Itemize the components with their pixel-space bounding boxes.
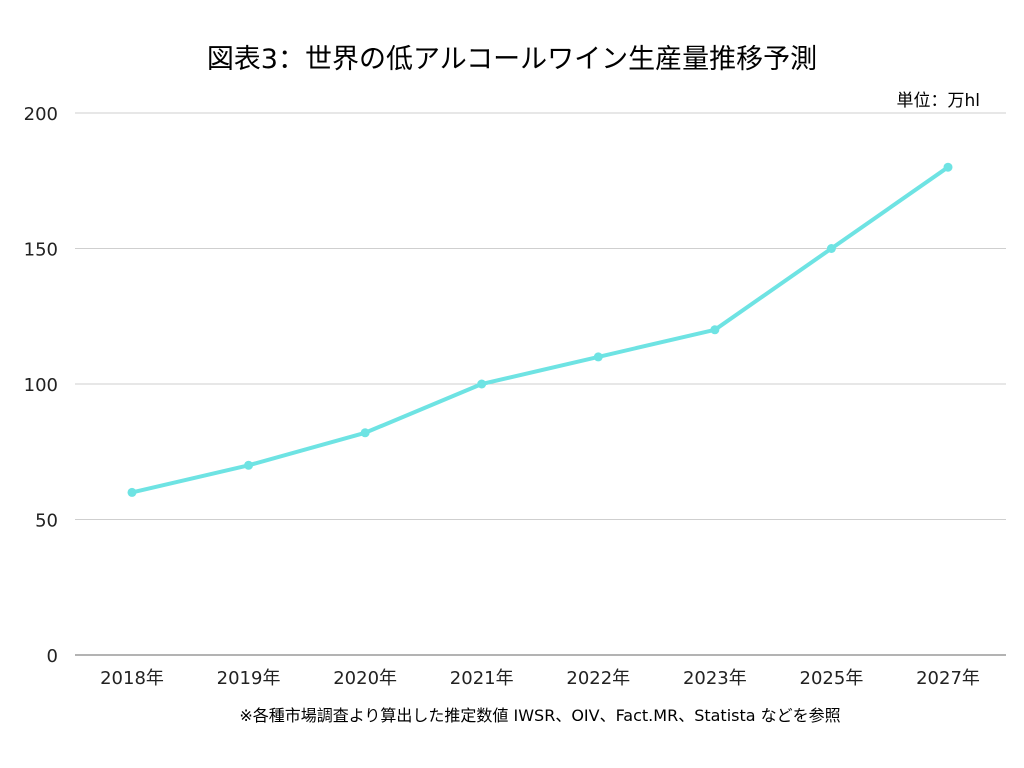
x-tick-label: 2021年 [450,668,514,689]
x-axis-ticks: 2018年 2019年 2020年 2021年 2022年 2023年 2025年 2027年 [100,668,980,689]
data-point [593,352,603,362]
x-tick-label: 2022年 [566,668,630,689]
x-tick-label: 2020年 [333,668,397,689]
data-point [826,244,836,253]
y-axis-ticks: 0 50 100 150 200 [24,104,58,667]
data-point [244,460,254,470]
data-point [127,487,137,497]
y-tick-label: 100 [24,375,58,396]
x-tick-label: 2018年 [100,668,164,689]
y-tick-label: 200 [24,104,58,125]
x-tick-label: 2025年 [800,668,864,689]
data-point [360,428,370,438]
grid-lines [75,112,1006,656]
series-line-group [127,162,953,497]
series-line [130,165,950,495]
data-point [477,379,487,389]
x-tick-label: 2023年 [683,668,747,689]
y-tick-label: 0 [47,646,58,667]
x-tick-label: 2027年 [916,668,980,689]
x-tick-label: 2019年 [217,668,281,689]
chart-title: 図表3：世界の低アルコールワイン生産量推移予測 [207,44,817,75]
y-tick-label: 150 [24,240,58,261]
source-note: ※各種市場調査より算出した推定数値 IWSR、OIV、Fact.MR、Stati… [239,706,840,725]
y-tick-label: 50 [35,511,58,532]
unit-label: 単位：万hl [897,91,981,111]
data-point [710,325,720,335]
data-point [943,162,953,172]
